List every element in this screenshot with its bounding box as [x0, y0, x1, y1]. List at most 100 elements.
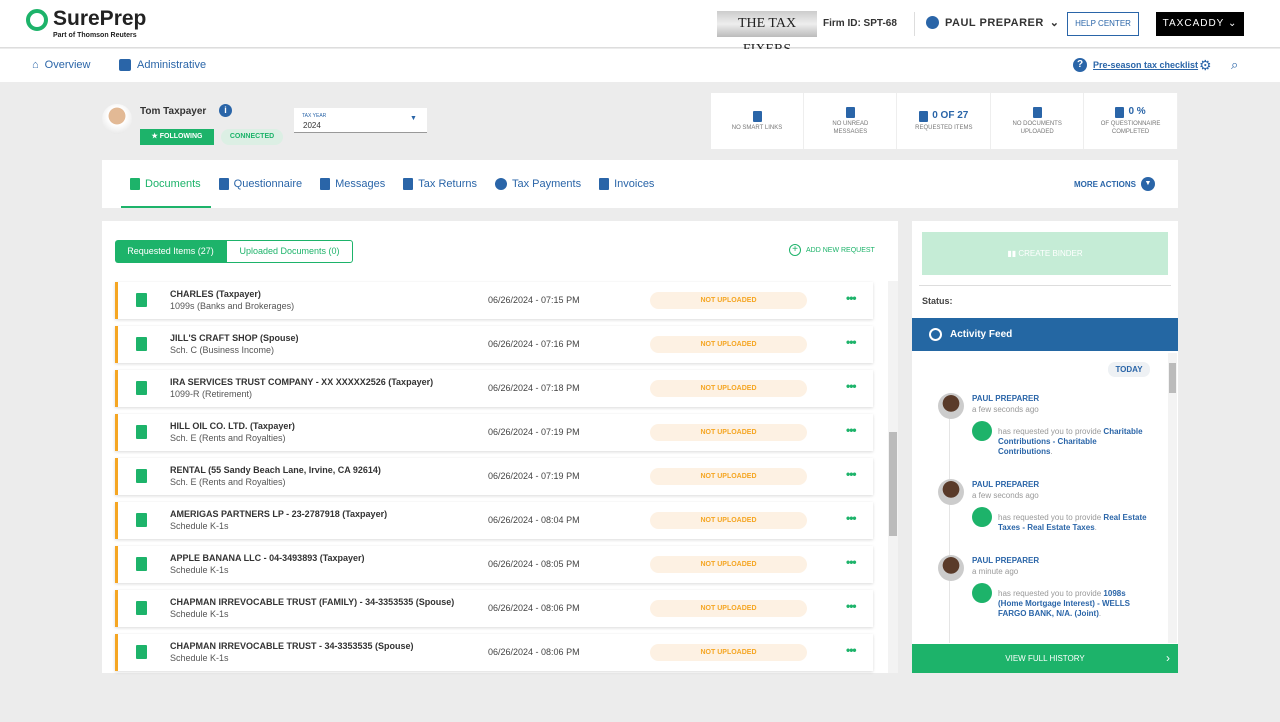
item-title: CHARLES (Taxpayer) — [170, 289, 261, 299]
tab-messages[interactable]: Messages — [320, 160, 385, 208]
stat-label: NO DOCUMENTS UPLOADED — [1012, 120, 1062, 135]
nav-administrative[interactable]: Administrative — [119, 59, 206, 71]
item-category: Sch. E (Rents and Royalties) — [170, 477, 286, 487]
activity-user[interactable]: PAUL PREPARER — [972, 394, 1040, 403]
requested-item-row[interactable]: AMERIGAS PARTNERS LP - 23-2787918 (Taxpa… — [115, 502, 873, 539]
item-category: Schedule K-1s — [170, 609, 229, 619]
item-date: 06/26/2024 - 07:18 PM — [488, 383, 580, 393]
more-options-icon[interactable]: ••• — [846, 643, 857, 657]
view-full-history-button[interactable]: VIEW FULL HISTORY › — [912, 644, 1178, 673]
item-title: CHAPMAN IRREVOCABLE TRUST - 34-3353535 (… — [170, 641, 414, 651]
help-center-button[interactable]: HELP CENTER — [1067, 12, 1139, 36]
activity-user[interactable]: PAUL PREPARER — [972, 556, 1040, 565]
status-badge: NOT UPLOADED — [650, 424, 807, 441]
tab-questionnaire[interactable]: Questionnaire — [218, 160, 302, 208]
document-icon — [136, 645, 147, 659]
status-badge: NOT UPLOADED — [650, 556, 807, 573]
status-badge: NOT UPLOADED — [650, 380, 807, 397]
tab-tax-returns[interactable]: Tax Returns — [403, 160, 477, 208]
scrollbar-thumb[interactable] — [1169, 363, 1176, 393]
scrollbar[interactable] — [888, 281, 898, 673]
create-binder-button[interactable]: ▮▮ CREATE BINDER — [922, 232, 1168, 275]
requested-item-row[interactable]: CHAPMAN IRREVOCABLE TRUST (FAMILY) - 34-… — [115, 590, 873, 627]
top-header: SurePrep Part of Thomson Reuters THE TAX… — [0, 0, 1280, 57]
activity-text: has requested you to provide — [998, 589, 1102, 598]
item-date: 06/26/2024 - 08:05 PM — [488, 559, 580, 569]
item-category: Schedule K-1s — [170, 565, 229, 575]
requested-items-toggle[interactable]: Requested Items (27) — [115, 240, 226, 263]
chevron-down-icon: ▼ — [1140, 177, 1155, 191]
tab-label: Invoices — [614, 178, 655, 190]
item-date: 06/26/2024 - 07:19 PM — [488, 471, 580, 481]
nav-overview[interactable]: ⌂ Overview — [32, 59, 91, 71]
requested-item-row[interactable]: APPLE BANANA LLC - 04-3493893 (Taxpayer)… — [115, 546, 873, 583]
activity-feed-title: Activity Feed — [950, 329, 1013, 340]
add-new-request-button[interactable]: + ADD NEW REQUEST — [789, 244, 875, 256]
activity-item-link[interactable]: Real Estate Taxes - Real Estate Taxes — [998, 513, 1147, 532]
stat-label: OF QUESTIONNAIRE COMPLETED — [1100, 120, 1161, 135]
more-actions-label: MORE ACTIONS — [1074, 179, 1136, 189]
requested-item-row[interactable]: HILL OIL CO. LTD. (Taxpayer) Sch. E (Rent… — [115, 414, 873, 451]
side-panel: ▮▮ CREATE BINDER Status: Activity Feed T… — [912, 221, 1178, 673]
document-request-icon — [972, 421, 992, 441]
activity-item-link[interactable]: Charitable Contributions - Charitable Co… — [998, 427, 1143, 456]
tab-invoices[interactable]: Invoices — [599, 160, 654, 208]
today-badge: TODAY — [1108, 362, 1150, 377]
tax-returns-icon — [403, 178, 414, 190]
item-title: HILL OIL CO. LTD. (Taxpayer) — [170, 421, 295, 431]
requested-item-row[interactable]: CHARLES (Taxpayer) 1099s (Banks and Broke… — [115, 282, 873, 319]
status-badge: NOT UPLOADED — [650, 644, 807, 661]
uploaded-documents-toggle[interactable]: Uploaded Documents (0) — [226, 240, 353, 263]
more-options-icon[interactable]: ••• — [846, 555, 857, 569]
stat-4: 0 % OF QUESTIONNAIRE COMPLETED — [1085, 93, 1178, 149]
more-options-icon[interactable]: ••• — [846, 599, 857, 613]
user-icon — [926, 16, 939, 29]
checklist-link[interactable]: ? Pre-season tax checklist — [1073, 58, 1198, 72]
activity-user[interactable]: PAUL PREPARER — [972, 480, 1040, 489]
scrollbar-thumb[interactable] — [889, 432, 897, 536]
search-icon[interactable]: ⌕ — [1231, 57, 1239, 72]
tab-tax-payments[interactable]: Tax Payments — [494, 160, 581, 208]
tab-documents[interactable]: Documents — [130, 160, 201, 208]
more-options-icon[interactable]: ••• — [846, 335, 857, 349]
help-icon: ? — [1073, 58, 1087, 72]
item-title: CHAPMAN IRREVOCABLE TRUST (FAMILY) - 34-… — [170, 597, 455, 607]
user-menu[interactable]: PAUL PREPARER ⌄ — [926, 16, 1060, 29]
nav-administrative-label: Administrative — [137, 59, 207, 71]
more-actions-button[interactable]: MORE ACTIONS ▼ — [1074, 177, 1155, 191]
firm-logo: THE TAX FIXERS — [717, 11, 817, 57]
status-badge: NOT UPLOADED — [650, 292, 807, 309]
caret-down-icon: ▼ — [410, 115, 417, 122]
item-category: Sch. E (Rents and Royalties) — [170, 433, 286, 443]
firm-id: Firm ID: SPT-68 — [823, 18, 897, 29]
gear-icon[interactable]: ⚙ — [1199, 57, 1212, 73]
user-name: PAUL PREPARER — [945, 16, 1044, 29]
activity-item: PAUL PREPARER a few seconds ago has reques… — [938, 479, 1158, 549]
more-options-icon[interactable]: ••• — [846, 467, 857, 481]
document-icon — [136, 469, 147, 483]
requested-item-row[interactable]: IRA SERVICES TRUST COMPANY - XX XXXXX252… — [115, 370, 873, 407]
item-category: 1099-R (Retirement) — [170, 389, 253, 399]
client-name: Tom Taxpayer — [140, 106, 207, 117]
more-options-icon[interactable]: ••• — [846, 291, 857, 305]
following-button[interactable]: ★ FOLLOWING — [140, 129, 214, 145]
document-icon — [136, 601, 147, 615]
activity-text: has requested you to provide — [998, 427, 1102, 436]
more-options-icon[interactable]: ••• — [846, 379, 857, 393]
more-options-icon[interactable]: ••• — [846, 511, 857, 525]
feed-scrollbar[interactable] — [1168, 353, 1177, 643]
stat-value: 0 % — [1128, 106, 1146, 117]
tab-label: Messages — [335, 178, 386, 190]
requested-item-row[interactable]: RENTAL (55 Sandy Beach Lane, Irvine, CA … — [115, 458, 873, 495]
avatar — [938, 555, 964, 581]
info-icon[interactable]: i — [219, 104, 232, 117]
tax-year-select[interactable]: TAX YEAR 2024 ▼ — [294, 108, 427, 133]
document-request-icon — [972, 507, 992, 527]
activity-item-link[interactable]: 1098s (Home Mortgage Interest) - WELLS F… — [998, 589, 1131, 618]
more-options-icon[interactable]: ••• — [846, 423, 857, 437]
taxcaddy-button[interactable]: TAXCADDY ⌄ — [1156, 12, 1244, 36]
item-category: 1099s (Banks and Brokerages) — [170, 301, 295, 311]
requested-item-row[interactable]: JILL'S CRAFT SHOP (Spouse) Sch. C (Busine… — [115, 326, 873, 363]
requested-item-row[interactable]: CHAPMAN IRREVOCABLE TRUST - 34-3353535 (… — [115, 634, 873, 671]
message-icon — [845, 106, 855, 118]
